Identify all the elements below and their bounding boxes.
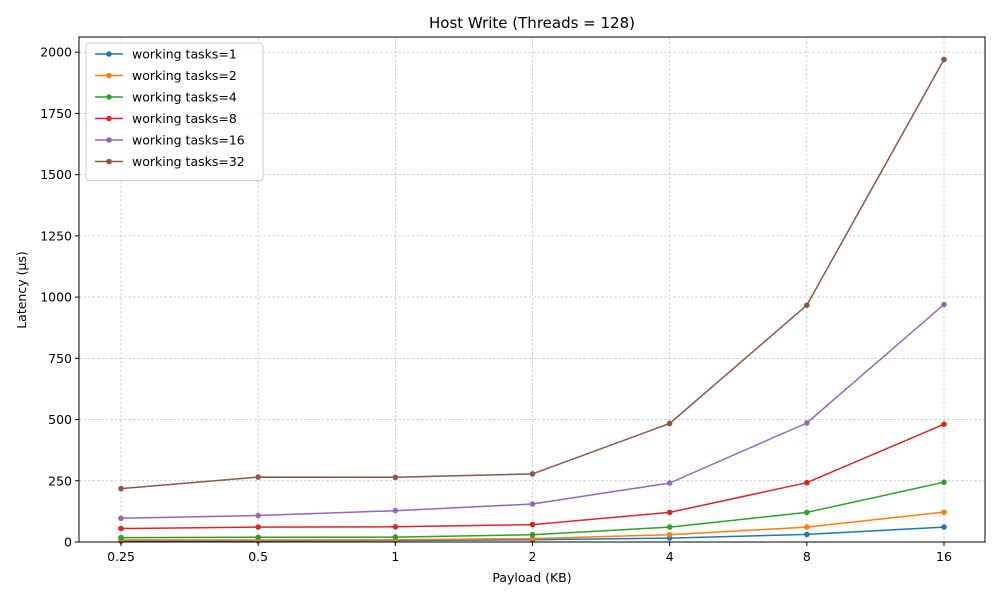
legend-label: working tasks=4 (132, 90, 237, 105)
data-point (941, 524, 947, 530)
x-tick-label: 0.25 (107, 549, 135, 564)
data-point (392, 507, 399, 514)
legend-label: working tasks=1 (132, 47, 237, 62)
y-tick-label: 1500 (40, 167, 72, 182)
data-point (392, 474, 399, 481)
y-tick-label: 1250 (40, 228, 72, 243)
legend-item: working tasks=8 (95, 111, 237, 126)
y-tick-label: 2000 (40, 45, 72, 60)
data-point (666, 531, 673, 538)
y-axis: 0 250 500 750 1000 1250 1500 1750 2000 (40, 45, 79, 550)
legend-swatch-marker (106, 94, 112, 100)
series-4 (118, 421, 947, 532)
data-point (118, 515, 124, 522)
chart-title: Host Write (Threads = 128) (429, 14, 635, 32)
data-point (255, 512, 261, 519)
data-point (666, 420, 673, 427)
data-point (118, 525, 124, 532)
data-point (392, 524, 399, 530)
data-point (804, 479, 810, 486)
legend-item: working tasks=4 (95, 90, 237, 105)
legend-swatch-marker (106, 158, 112, 165)
legend: working tasks=1 working tasks=2 working ta… (85, 42, 264, 181)
data-point (529, 521, 536, 528)
data-point (529, 471, 536, 477)
legend-box (85, 42, 264, 181)
legend-item: working tasks=16 (95, 133, 245, 148)
x-tick-label: 0.5 (248, 549, 268, 564)
data-point (529, 531, 536, 538)
data-point (941, 421, 947, 427)
x-axis-label: Payload (KB) (492, 570, 571, 585)
y-tick-label: 750 (48, 351, 72, 366)
data-point (255, 534, 261, 541)
legend-swatch-marker (106, 72, 112, 79)
data-point (529, 535, 536, 542)
data-point (255, 524, 261, 530)
y-tick-label: 500 (48, 412, 72, 427)
x-tick-label: 4 (666, 549, 674, 564)
data-point (529, 501, 536, 507)
y-axis-label: Latency (µs) (14, 251, 29, 329)
series-6 (118, 56, 947, 492)
data-point (941, 301, 947, 308)
legend-item: working tasks=32 (95, 154, 245, 169)
data-point (804, 302, 810, 308)
x-tick-label: 16 (936, 549, 952, 564)
x-tick-label: 1 (391, 549, 399, 564)
legend-label: working tasks=8 (132, 111, 237, 126)
legend-swatch-marker (106, 51, 112, 57)
x-tick-label: 2 (529, 549, 537, 564)
series-5 (118, 301, 947, 522)
legend-label: working tasks=2 (132, 68, 237, 83)
data-point (804, 509, 810, 516)
data-point (118, 485, 124, 492)
data-point (255, 474, 261, 480)
legend-item: working tasks=2 (95, 68, 237, 83)
legend-item: working tasks=1 (95, 47, 237, 62)
legend-swatch-marker (106, 115, 112, 122)
legend-label: working tasks=32 (132, 154, 245, 169)
data-point (666, 524, 673, 530)
x-axis: 0.25 0.5 1 2 4 8 16 (107, 542, 952, 564)
data-point (118, 534, 124, 541)
y-tick-label: 0 (64, 535, 72, 550)
data-point (941, 56, 947, 63)
data-point (392, 534, 399, 540)
series-3 (118, 479, 947, 541)
y-tick-label: 250 (48, 473, 72, 488)
legend-label: working tasks=16 (132, 133, 245, 148)
data-point (804, 531, 810, 538)
data-point (666, 480, 673, 486)
data-point (804, 524, 810, 530)
data-point (666, 509, 673, 516)
data-point (941, 509, 947, 515)
data-point (804, 420, 810, 426)
y-tick-label: 1000 (40, 290, 72, 305)
x-tick-label: 8 (803, 549, 811, 564)
data-point (941, 479, 947, 486)
series-group (118, 56, 947, 544)
y-tick-label: 1750 (40, 106, 72, 121)
legend-swatch-marker (106, 137, 112, 143)
